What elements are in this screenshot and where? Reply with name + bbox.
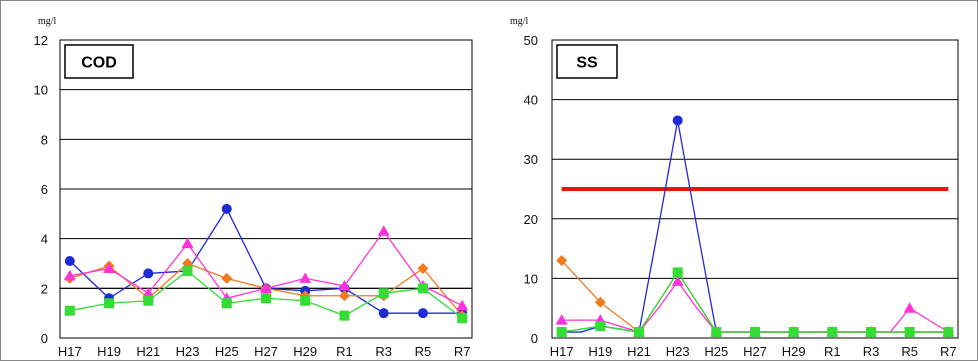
series-point-3 bbox=[339, 310, 350, 321]
series-point-3 bbox=[711, 327, 722, 338]
series-point-2 bbox=[555, 314, 568, 325]
title-box bbox=[64, 44, 134, 79]
x-tick-label: H23 bbox=[666, 344, 690, 359]
x-tick-label: R5 bbox=[901, 344, 918, 359]
series-point-0 bbox=[672, 115, 683, 126]
x-tick-label: H19 bbox=[588, 344, 612, 359]
x-tick-label: H27 bbox=[743, 344, 767, 359]
series-point-1 bbox=[556, 255, 568, 267]
series-point-2 bbox=[671, 275, 684, 286]
y-tick-label: 8 bbox=[41, 132, 48, 147]
x-tick-label: H17 bbox=[58, 344, 82, 359]
series-point-3 bbox=[866, 327, 876, 338]
series-point-3 bbox=[672, 267, 683, 278]
x-tick-label: H25 bbox=[215, 344, 239, 359]
y-tick-label: 0 bbox=[531, 331, 538, 346]
series-point-1 bbox=[221, 272, 233, 284]
y-tick-label: 30 bbox=[524, 152, 538, 167]
x-tick-label: R3 bbox=[375, 344, 392, 359]
title-box bbox=[556, 44, 618, 79]
x-tick-label: H29 bbox=[782, 344, 806, 359]
series-point-1 bbox=[594, 296, 606, 308]
series-point-2 bbox=[142, 287, 155, 298]
series-point-2 bbox=[338, 279, 351, 291]
series-point-3 bbox=[417, 283, 428, 294]
series-point-3 bbox=[182, 265, 193, 276]
series-point-2 bbox=[903, 302, 916, 313]
unit-label: mg/l bbox=[38, 16, 57, 27]
series-point-0 bbox=[64, 256, 75, 267]
x-tick-label: H17 bbox=[550, 344, 574, 359]
y-tick-label: 10 bbox=[34, 83, 48, 98]
series-point-3 bbox=[221, 298, 232, 309]
x-tick-label: R7 bbox=[940, 344, 957, 359]
y-tick-label: 10 bbox=[524, 271, 538, 286]
series-point-0 bbox=[221, 203, 232, 214]
series-point-3 bbox=[827, 327, 838, 338]
chart-panel-ss: 0 10 20 30 40 50 H17 H19 H21 H23 H25 H27 H29 R1 R3 R5 R7… bbox=[510, 16, 959, 359]
series-point-3 bbox=[788, 327, 799, 338]
series-point-3 bbox=[64, 305, 75, 316]
series-point-2 bbox=[103, 262, 116, 273]
y-tick-label: 2 bbox=[41, 281, 48, 296]
series-point-3 bbox=[457, 313, 468, 324]
chart-title: COD bbox=[81, 55, 117, 72]
x-tick-label: H19 bbox=[97, 344, 121, 359]
series-point-3 bbox=[143, 295, 154, 306]
series-point-1 bbox=[338, 290, 350, 302]
series-point-0 bbox=[378, 308, 389, 319]
unit-label: mg/l bbox=[510, 16, 529, 27]
series-point-0 bbox=[143, 268, 154, 279]
series-point-3 bbox=[104, 298, 115, 309]
series-point-3 bbox=[556, 327, 567, 338]
y-tick-label: 6 bbox=[41, 182, 48, 197]
series-point-2 bbox=[456, 299, 469, 311]
series-point-1 bbox=[417, 262, 429, 274]
y-tick-label: 4 bbox=[41, 232, 48, 247]
series-point-2 bbox=[63, 269, 76, 281]
x-tick-label: H29 bbox=[293, 344, 317, 359]
x-tick-label: H27 bbox=[254, 344, 278, 359]
y-tick-label: 12 bbox=[34, 33, 48, 48]
y-tick-label: 40 bbox=[524, 93, 538, 108]
series-point-3 bbox=[750, 327, 760, 338]
series-point-2 bbox=[299, 272, 312, 283]
series-point-2 bbox=[260, 282, 272, 293]
series-point-2 bbox=[377, 225, 390, 236]
x-tick-label: H21 bbox=[627, 344, 651, 359]
series-point-3 bbox=[904, 327, 915, 338]
y-tick-label: 0 bbox=[41, 331, 48, 346]
series-point-3 bbox=[300, 295, 311, 306]
chart-panel-cod: 0 2 4 6 8 10 12 H17 H19 H21 H23 H25 H27 H29 R1 R3 R5 R7 mg… bbox=[34, 16, 473, 359]
series-point-3 bbox=[634, 327, 644, 338]
series-point-3 bbox=[943, 327, 954, 338]
x-tick-label: R1 bbox=[336, 344, 353, 359]
series-point-2 bbox=[181, 237, 194, 249]
chart-title: SS bbox=[576, 55, 598, 72]
x-tick-label: R7 bbox=[454, 344, 471, 359]
x-tick-label: R3 bbox=[863, 344, 880, 359]
y-tick-label: 20 bbox=[524, 212, 538, 227]
series-point-0 bbox=[417, 308, 428, 319]
series-point-3 bbox=[261, 293, 271, 304]
x-tick-label: H23 bbox=[176, 344, 200, 359]
series-point-3 bbox=[595, 321, 606, 332]
x-tick-label: H21 bbox=[136, 344, 160, 359]
x-tick-label: R1 bbox=[824, 344, 841, 359]
x-tick-label: R5 bbox=[415, 344, 432, 359]
x-tick-label: H25 bbox=[704, 344, 728, 359]
y-tick-label: 50 bbox=[524, 33, 538, 48]
series-point-3 bbox=[378, 288, 389, 299]
